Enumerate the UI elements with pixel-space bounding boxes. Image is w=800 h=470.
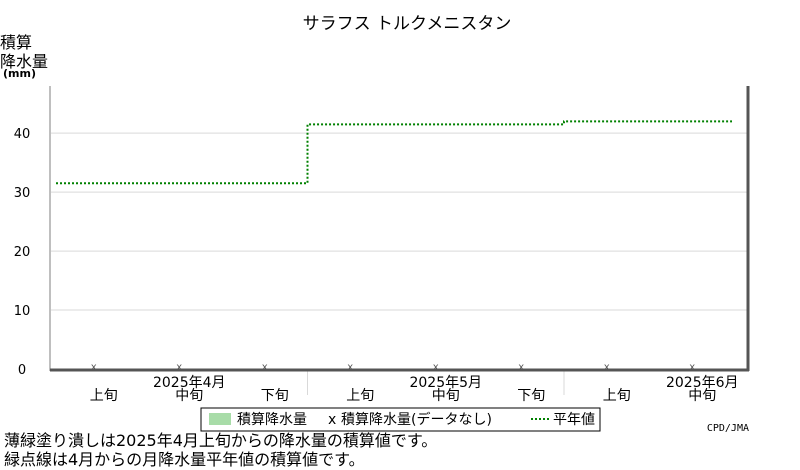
y-axis-label-line2: 降水量	[0, 52, 48, 71]
grid-lines	[51, 132, 747, 311]
y-tick-label-20: 20	[14, 245, 31, 260]
y-tick-label-10: 10	[14, 304, 31, 319]
no-data-marker: x	[604, 362, 610, 373]
x-dekad-label: 上旬	[90, 388, 118, 404]
y-axis-label-line1: 積算	[0, 33, 32, 52]
no-data-marker: x	[518, 362, 524, 373]
x-dekad-label: 下旬	[261, 388, 289, 404]
legend-label-normal: 平年値	[553, 412, 595, 428]
x-dekad-label: 中旬	[688, 388, 716, 404]
note-dotted-description: 緑点線は4月からの月降水量平年値の積算値です。	[4, 450, 365, 469]
legend-box	[200, 407, 601, 432]
y-tick-label-40: 40	[14, 127, 31, 142]
legend-marker-x: x	[328, 412, 336, 428]
legend: 積算降水量 x 積算降水量(データなし) 平年値	[200, 407, 601, 432]
chart-title: サラフス トルクメニスタン	[303, 14, 512, 34]
normal-step-line	[56, 120, 732, 185]
legend-swatch-accumulated	[209, 413, 231, 425]
y-tick-labels: 0 10 20 30 40	[14, 127, 31, 378]
no-data-marker: x	[262, 362, 268, 373]
y-tick-label-0: 0	[18, 363, 26, 378]
no-data-marker: x	[689, 362, 695, 373]
legend-label-accumulated: 積算降水量	[237, 412, 307, 428]
credit-text: CPD/JMA	[707, 423, 749, 434]
legend-label-no-data: 積算降水量(データなし)	[341, 411, 492, 428]
x-month-label: 2025年4月	[153, 375, 226, 391]
y-tick-label-30: 30	[14, 186, 31, 201]
x-month-label: 2025年5月	[409, 375, 482, 391]
no-data-marker: x	[176, 362, 182, 373]
x-dekad-label: 上旬	[603, 388, 631, 404]
no-data-marker: x	[91, 362, 97, 373]
y-axis-unit: (mm)	[3, 67, 36, 80]
x-dekad-label: 下旬	[517, 388, 545, 404]
x-month-label: 2025年6月	[666, 375, 739, 391]
no-data-marker: x	[347, 362, 353, 373]
x-dekad-label: 上旬	[346, 388, 374, 404]
x-dekad-label: 中旬	[432, 388, 460, 404]
x-dekad-label: 中旬	[175, 388, 203, 404]
note-fill-description: 薄緑塗り潰しは2025年4月上旬からの降水量の積算値です。	[4, 431, 438, 450]
no-data-marker: x	[433, 362, 439, 373]
